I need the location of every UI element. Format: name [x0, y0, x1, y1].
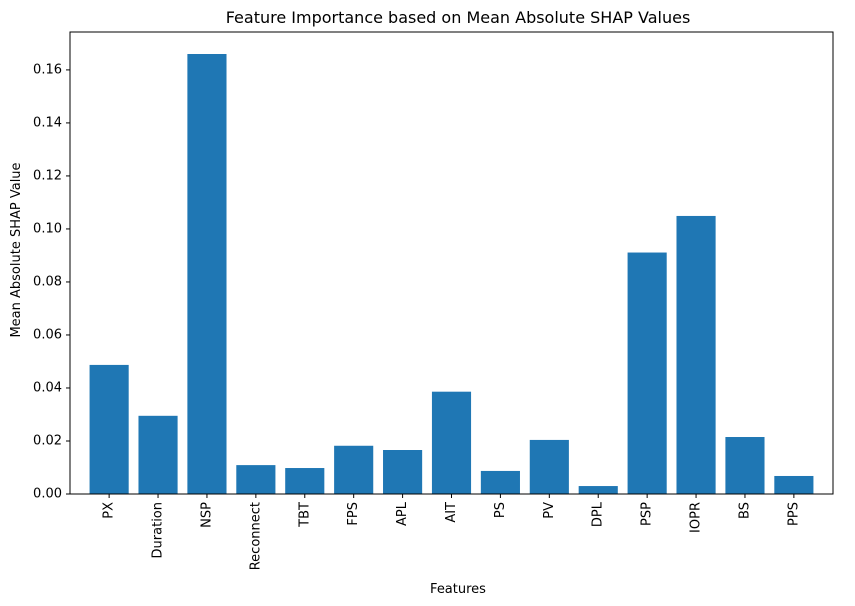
bar-tbt	[285, 468, 325, 494]
y-tick-label: 0.10	[33, 221, 62, 236]
y-tick-label: 0.06	[33, 327, 62, 342]
x-tick-label: BS	[737, 502, 752, 519]
bar-dpl	[578, 486, 618, 494]
x-tick-label: APL	[395, 501, 410, 526]
bar-px	[89, 364, 129, 494]
x-tick-label: PX	[102, 502, 117, 519]
plot-frame	[69, 31, 834, 495]
y-axis-ticks: 0.00 0.02 0.04 0.06 0.08 0.10 0.12 0.14 0.16	[33, 62, 70, 502]
y-tick-label: 0.16	[33, 62, 62, 77]
y-tick-label: 0.00	[33, 487, 62, 502]
bar-ait	[431, 391, 472, 494]
x-tick-label: PV	[542, 502, 557, 519]
bar-bs	[725, 437, 765, 494]
x-tick-label: IOPR	[689, 502, 704, 533]
y-axis-title: Mean Absolute SHAP Value	[9, 162, 24, 337]
y-tick-label: 0.12	[33, 168, 62, 183]
bar-iopr	[676, 215, 716, 494]
x-tick-label: TBT	[297, 502, 312, 528]
bar-duration	[138, 415, 178, 494]
bars-group	[89, 54, 814, 494]
y-tick-label: 0.08	[33, 274, 62, 289]
x-tick-label: PSP	[640, 502, 655, 526]
bar-nsp	[187, 54, 227, 494]
bar-reconnect	[236, 465, 276, 494]
bar-ps	[480, 470, 520, 494]
y-tick-label: 0.02	[33, 433, 62, 448]
chart-title: Feature Importance based on Mean Absolut…	[226, 8, 691, 27]
bar-fps	[334, 445, 374, 494]
x-tick-label: AIT	[444, 502, 459, 523]
x-axis-ticks: PX Duration NSP Reconnect TBT FPS APL AIT PS PV DP…	[102, 494, 801, 570]
x-tick-label: NSP	[199, 502, 214, 528]
bar-pv	[529, 439, 569, 494]
bar-apl	[383, 450, 423, 494]
y-tick-label: 0.14	[33, 115, 62, 130]
bar-pps	[774, 475, 814, 494]
x-tick-label: PPS	[786, 502, 801, 526]
y-tick-label: 0.04	[33, 380, 62, 395]
x-axis-title: Features	[430, 582, 486, 597]
x-tick-label: Reconnect	[248, 502, 263, 570]
x-tick-label: Duration	[151, 502, 166, 558]
x-tick-label: DPL	[591, 501, 606, 527]
x-tick-label: PS	[493, 502, 508, 518]
bar-psp	[627, 252, 667, 494]
x-tick-label: FPS	[346, 502, 361, 526]
